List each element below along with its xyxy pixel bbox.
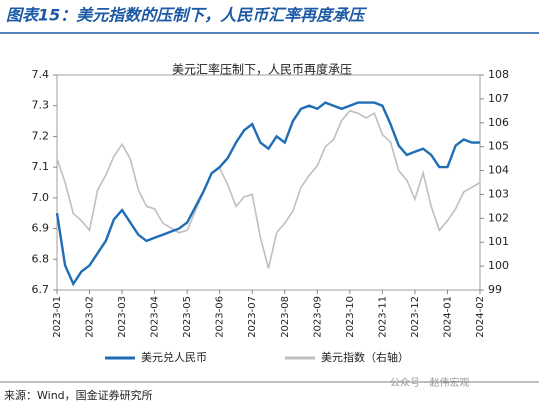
y-tick-label: 7.4 xyxy=(32,68,50,81)
x-tick-label: 2023-08 xyxy=(280,296,291,338)
header-title: 图表15：美元指数的压制下，人民币汇率再度承压 xyxy=(6,6,367,25)
source: 来源：Wind，国金证券研究所 xyxy=(4,388,153,402)
y2-tick-label: 99 xyxy=(488,283,502,296)
y2-tick-label: 108 xyxy=(488,68,509,81)
y2-tick-label: 100 xyxy=(488,259,509,272)
watermark: 公众号 · 赵伟宏观 xyxy=(390,376,470,389)
y2-tick-label: 104 xyxy=(488,164,509,177)
x-tick-label: 2023-03 xyxy=(117,296,128,338)
x-tick-label: 2023-07 xyxy=(247,296,258,338)
y-tick-label: 6.7 xyxy=(32,283,50,296)
y2-tick-label: 101 xyxy=(488,235,509,248)
y-tick-label: 6.8 xyxy=(32,252,50,265)
plot-frame xyxy=(56,74,481,291)
x-tick-label: 2024-01 xyxy=(442,296,453,338)
y2-tick-label: 107 xyxy=(488,92,509,105)
y2-tick-label: 102 xyxy=(488,211,509,224)
x-tick-label: 2023-09 xyxy=(312,296,323,338)
legend-label: 美元兑人民币 xyxy=(141,350,207,364)
chart-title: 美元汇率压制下，人民币再度承压 xyxy=(172,62,352,77)
x-tick-label: 2023-01 xyxy=(52,296,63,338)
x-tick-label: 2023-11 xyxy=(377,296,388,338)
x-tick-label: 2023-02 xyxy=(85,296,96,338)
y-tick-label: 7.3 xyxy=(32,99,50,112)
y2-tick-label: 105 xyxy=(488,140,509,153)
x-tick-label: 2023-12 xyxy=(410,296,421,338)
y2-tick-label: 103 xyxy=(488,187,509,200)
y-tick-label: 7.1 xyxy=(32,160,50,173)
series-line xyxy=(55,101,480,287)
y-tick-label: 7.2 xyxy=(32,129,50,142)
x-tick-label: 2023-05 xyxy=(182,296,193,338)
x-tick-label: 2023-04 xyxy=(150,296,161,338)
y-tick-label: 7.0 xyxy=(32,191,50,204)
y2-tick-label: 106 xyxy=(488,116,509,129)
x-tick-label: 2023-06 xyxy=(215,296,226,338)
y-tick-label: 6.9 xyxy=(32,222,50,235)
x-tick-label: 2023-10 xyxy=(345,296,356,338)
legend-label: 美元指数（右轴） xyxy=(321,350,409,364)
x-tick-label: 2024-02 xyxy=(475,296,486,338)
series-line xyxy=(56,109,481,269)
